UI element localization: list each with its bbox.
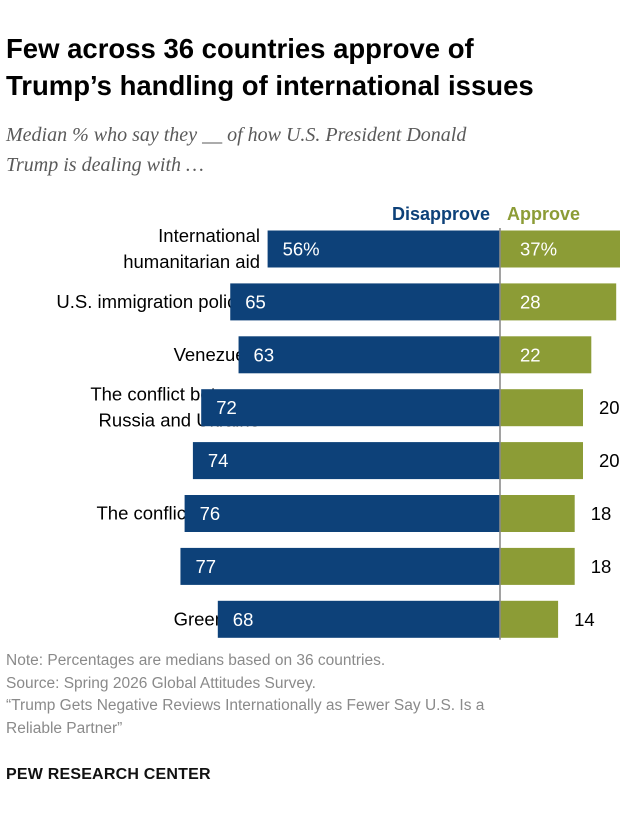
bar-approve bbox=[500, 547, 575, 585]
data-label-disapprove: 68 bbox=[233, 609, 254, 630]
category-label: U.S. immigration policies bbox=[56, 291, 260, 312]
chart-title-line-1: Few across 36 countries approve of bbox=[6, 33, 474, 64]
chart-title-line-2: Trump’s handling of international issues bbox=[6, 70, 534, 101]
note-text: Note: Percentages are medians based on 3… bbox=[6, 652, 386, 669]
bar-approve bbox=[500, 230, 620, 268]
bar-disapprove bbox=[238, 336, 501, 374]
bar-approve bbox=[500, 336, 592, 374]
data-label-approve: 20 bbox=[599, 450, 620, 471]
chart-title: Few across 36 countries approve of Trump… bbox=[6, 30, 614, 104]
chart-subtitle: Median % who say they __ of how U.S. Pre… bbox=[6, 120, 614, 180]
bar-disapprove bbox=[201, 389, 500, 427]
data-label-disapprove: 56% bbox=[283, 239, 320, 260]
data-label-disapprove: 63 bbox=[254, 344, 275, 365]
data-label-disapprove: 65 bbox=[245, 291, 266, 312]
data-label-disapprove: 76 bbox=[200, 503, 221, 524]
data-label-approve: 37% bbox=[520, 239, 557, 260]
bar-disapprove bbox=[192, 442, 500, 480]
data-label-disapprove: 77 bbox=[195, 556, 216, 577]
chart-subtitle-line-1: Median % who say they __ of how U.S. Pre… bbox=[6, 124, 467, 146]
report-title-line-2: Reliable Partner” bbox=[6, 719, 123, 737]
data-label-disapprove: 74 bbox=[208, 450, 229, 471]
bar-approve bbox=[500, 283, 617, 321]
legend-approve: Approve bbox=[507, 204, 580, 224]
bar-approve bbox=[500, 442, 583, 480]
category-label: International humanitarian aid bbox=[123, 225, 260, 272]
chart-subtitle-line-2: Trump is dealing with … bbox=[6, 154, 204, 176]
data-label-approve: 28 bbox=[520, 291, 541, 312]
bar-disapprove bbox=[180, 547, 500, 585]
data-label-approve: 14 bbox=[574, 609, 595, 630]
bar-disapprove bbox=[267, 230, 500, 268]
chart-notes: Note: Percentages are medians based on 3… bbox=[6, 650, 614, 740]
report-title-line-1: “Trump Gets Negative Reviews Internation… bbox=[6, 697, 485, 714]
source-text: Source: Spring 2026 Global Attitudes Sur… bbox=[6, 674, 316, 692]
bar-disapprove bbox=[217, 600, 501, 638]
organization-name: PEW RESEARCH CENTER bbox=[6, 766, 211, 783]
data-label-approve: 18 bbox=[591, 503, 612, 524]
bar-approve bbox=[500, 389, 583, 427]
data-label-approve: 18 bbox=[591, 556, 612, 577]
legend-disapprove: Disapprove bbox=[392, 204, 490, 224]
bar-disapprove bbox=[184, 495, 500, 532]
data-label-approve: 22 bbox=[520, 344, 541, 365]
bar-disapprove bbox=[230, 283, 500, 321]
data-label-disapprove: 72 bbox=[216, 397, 237, 418]
bar-approve bbox=[500, 495, 575, 532]
bar-approve bbox=[500, 600, 559, 638]
diverging-bar-chart: Disapprove Approve International humanitari… bbox=[56, 204, 620, 640]
data-label-approve: 20 bbox=[599, 397, 620, 418]
